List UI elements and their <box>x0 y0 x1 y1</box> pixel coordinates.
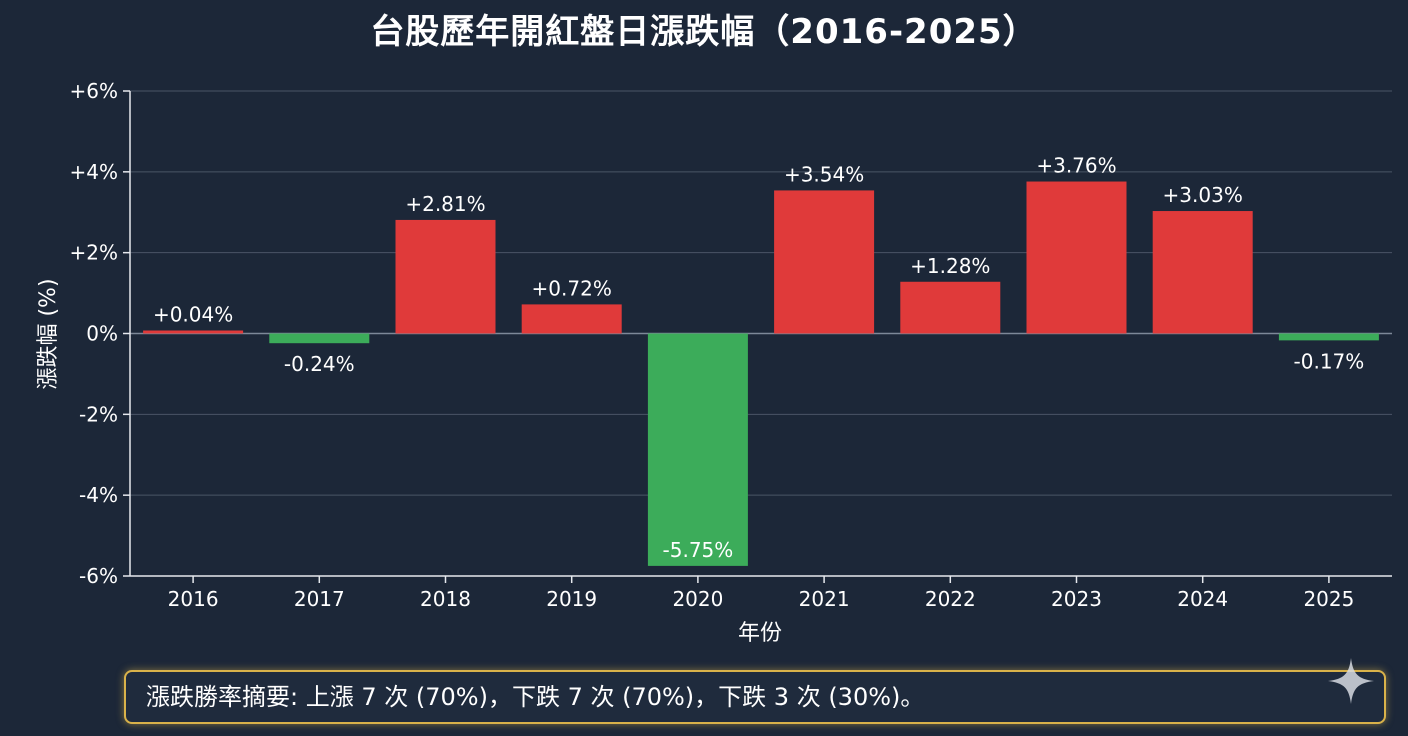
y-tick-label: +6% <box>70 79 119 103</box>
summary-box: 漲跌勝率摘要: 上漲 7 次 (70%)，下跌 7 次 (70%)，下跌 3 次… <box>124 670 1386 724</box>
bar-2022 <box>900 281 1001 334</box>
summary-text: 漲跌勝率摘要: 上漲 7 次 (70%)，下跌 7 次 (70%)，下跌 3 次… <box>146 683 925 711</box>
data-label: -5.75% <box>663 538 734 562</box>
data-label: -0.17% <box>1294 349 1365 373</box>
y-tick-label: -4% <box>79 483 118 507</box>
x-tick-label: 2025 <box>1303 587 1354 611</box>
bar-chart: +6% +4% +2% 0% -2% -4% -6% 2016 2017 2018 2019 2020… <box>36 79 1392 646</box>
bar-2024 <box>1152 211 1253 334</box>
x-tick-label: 2022 <box>925 587 976 611</box>
bar-2023 <box>1026 181 1127 334</box>
chart-title: 台股歷年開紅盤日漲跌幅（2016-2025） <box>370 12 1038 52</box>
data-label: +3.54% <box>784 162 864 186</box>
x-tick-label: 2016 <box>168 587 219 611</box>
bar-2018 <box>395 219 496 334</box>
y-tick-label: 0% <box>86 322 118 346</box>
y-tick-label: +2% <box>70 241 119 265</box>
data-label: +1.28% <box>910 254 990 278</box>
bar-2019 <box>521 304 622 334</box>
x-tick-label: 2018 <box>420 587 471 611</box>
bars <box>143 181 1379 566</box>
data-label: +3.76% <box>1036 154 1116 178</box>
x-tick-label: 2017 <box>294 587 345 611</box>
data-label: +0.04% <box>153 303 233 327</box>
bar-2020 <box>647 333 748 566</box>
x-tick-label: 2024 <box>1177 587 1228 611</box>
bar-2016 <box>143 330 244 334</box>
data-label: +3.03% <box>1163 183 1243 207</box>
data-label: -0.24% <box>284 352 355 376</box>
bar-2021 <box>774 190 875 334</box>
x-tick-label: 2020 <box>672 587 723 611</box>
x-axis-title: 年份 <box>738 621 782 646</box>
bar-2017 <box>269 333 370 344</box>
y-tick-label: -2% <box>79 402 118 426</box>
data-labels: +0.04% -0.24% +2.81% +0.72% -5.75% +3.54% +1.2… <box>153 154 1364 562</box>
x-tick-label: 2023 <box>1051 587 1102 611</box>
x-tick-label: 2019 <box>546 587 597 611</box>
y-tick-label: -6% <box>79 564 118 588</box>
y-axis-title: 漲跌幅 (%) <box>36 278 61 389</box>
data-label: +0.72% <box>532 276 612 300</box>
data-label: +2.81% <box>405 192 485 216</box>
sparkle-icon <box>1328 658 1374 704</box>
y-tick-label: +4% <box>70 160 119 184</box>
x-tick-label: 2021 <box>799 587 850 611</box>
bar-2025 <box>1278 333 1379 341</box>
axes: +6% +4% +2% 0% -2% -4% -6% 2016 2017 2018 2019 2020… <box>70 79 1392 611</box>
